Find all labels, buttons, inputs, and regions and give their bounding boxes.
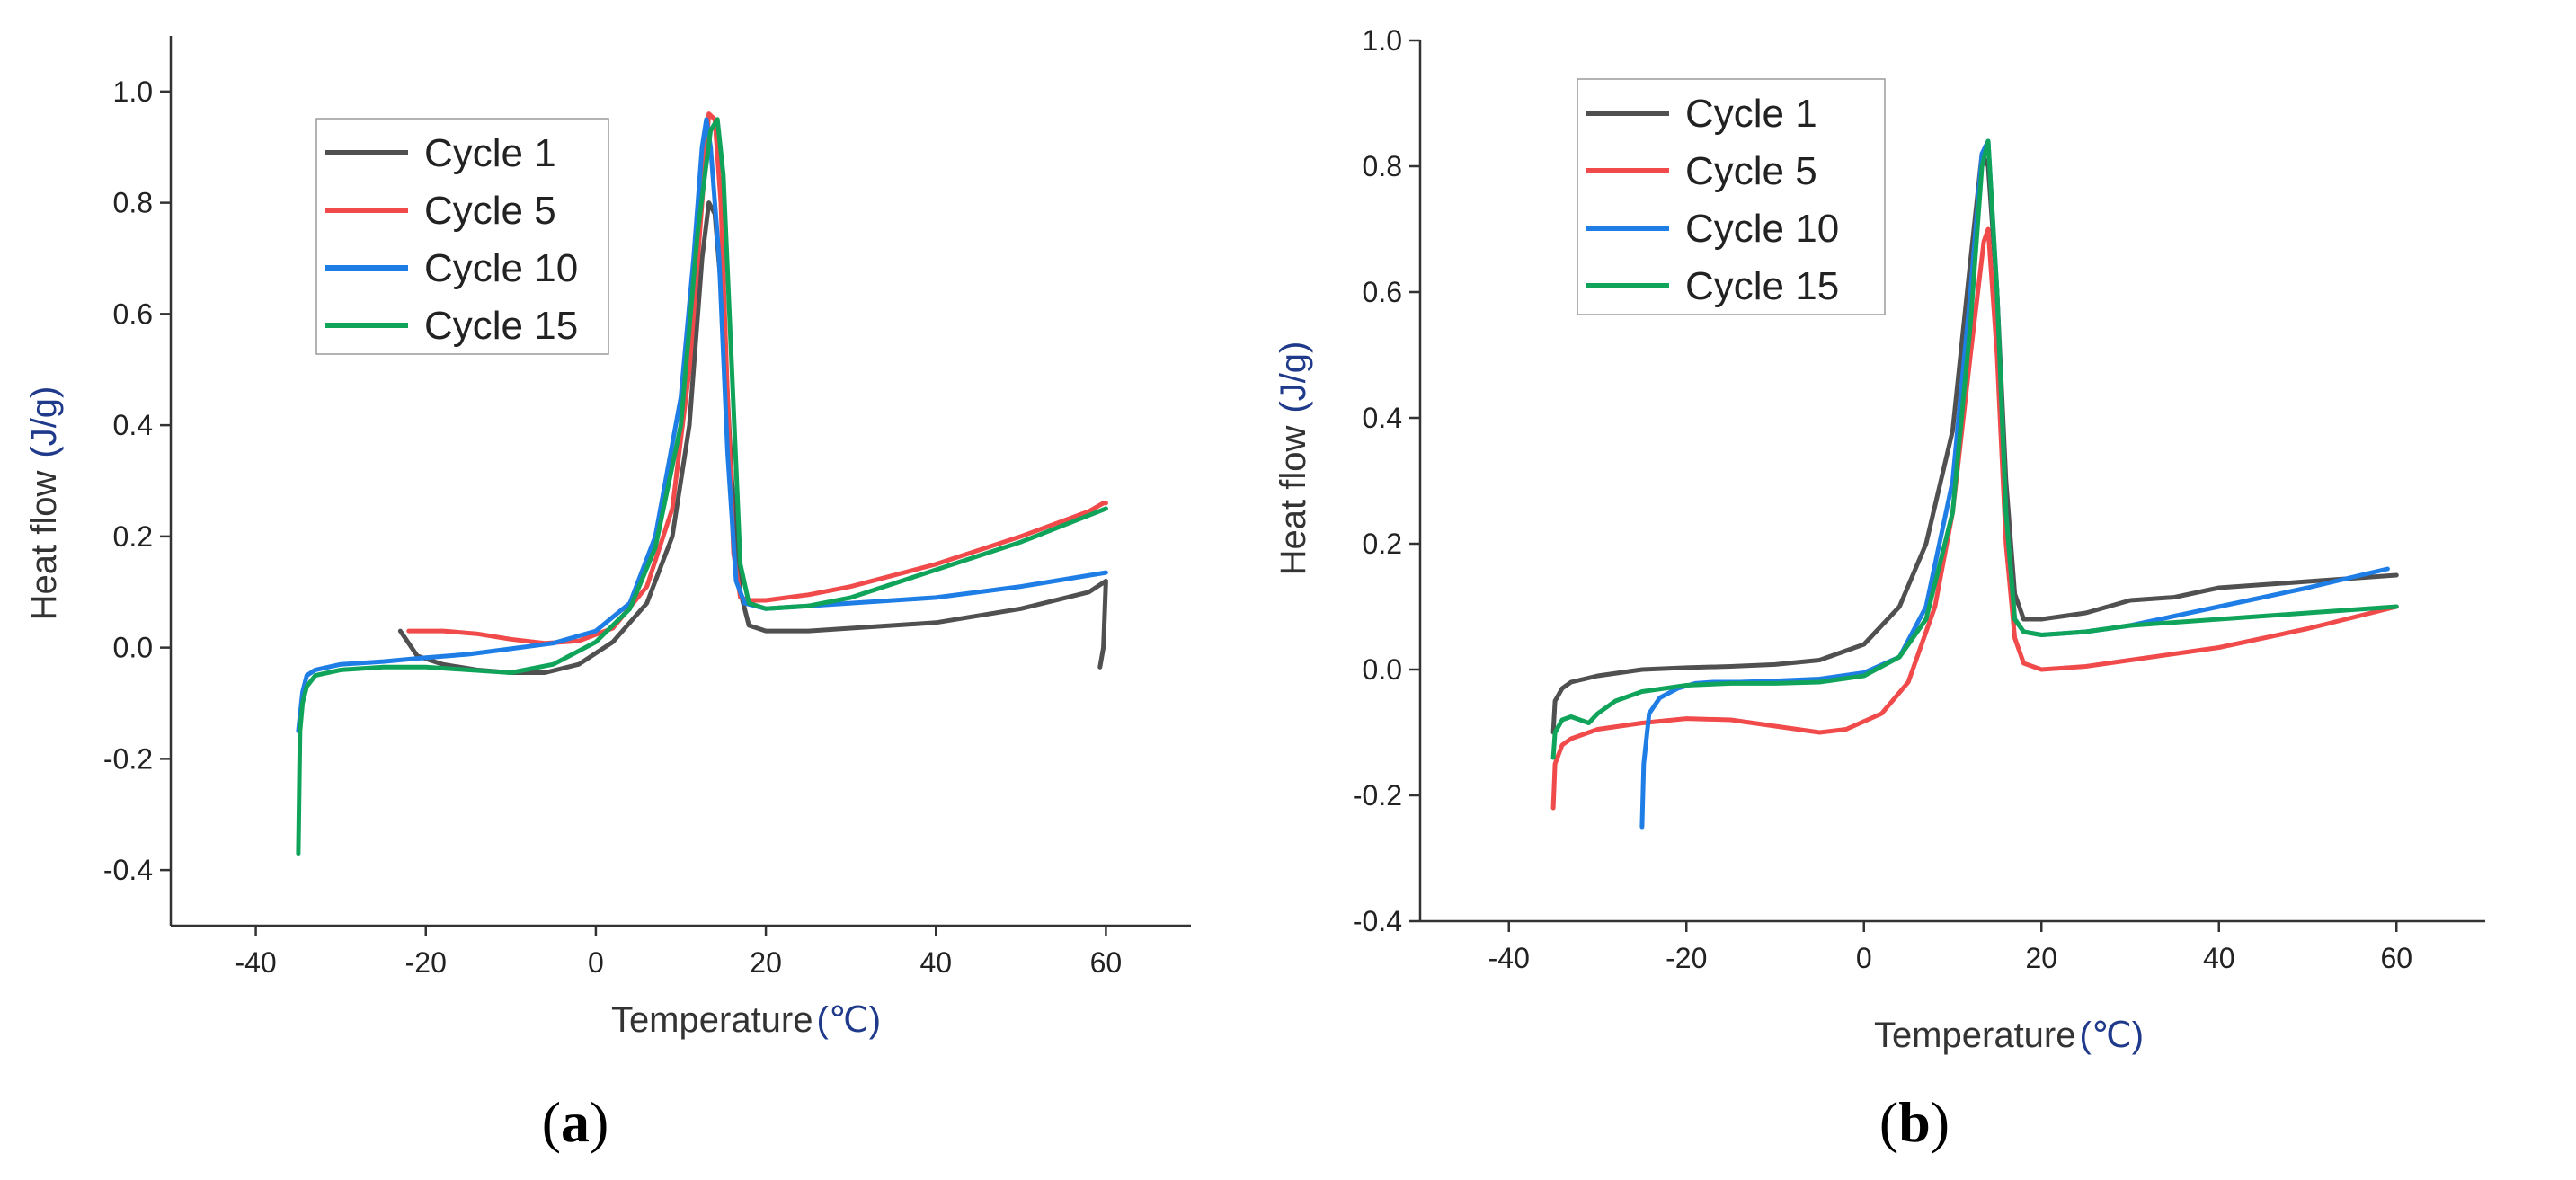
panel-b-y-tick-label: -0.2: [1353, 779, 1402, 812]
panel-b-x-tick-label: -20: [1666, 942, 1707, 974]
panel-b-legend-box: [1577, 78, 1886, 315]
panel-a-series-cycle-15: [296, 117, 1108, 856]
panel-a-y-axis-title: Heat flow(J/g): [24, 386, 64, 621]
panel-a-plot-area: [296, 111, 1108, 856]
panel-a: -40 -20 0 20 40 60-0.4-0.20.00.20.40.60.81.0 …: [24, 36, 1191, 1154]
panel-a-legend-box: [315, 118, 609, 355]
panel-b-y-tick-label: 0.4: [1363, 402, 1402, 434]
panel-b: -40 -20 0 20 40 60-0.4-0.20.00.20.40.60.81.0 …: [1274, 24, 2485, 1154]
panel-a-y-tick-label: -0.4: [103, 854, 153, 886]
panel-b-plot-area: [1550, 138, 2399, 830]
panel-a-y-tick-label: 0.6: [113, 297, 153, 330]
panel-b-legend-label-cycle-15: Cycle 15: [1685, 264, 1839, 308]
panel-b-label: (b): [1879, 1090, 1950, 1154]
panel-b-legend-label-cycle-10: Cycle 10: [1685, 207, 1839, 251]
panel-a-legend-label-cycle-5: Cycle 5: [424, 189, 556, 233]
panel-b-y-tick-label: -0.4: [1353, 905, 1402, 937]
panel-b-x-tick-label: 40: [2203, 942, 2235, 974]
panel-a-legend-label-cycle-1: Cycle 1: [424, 131, 556, 175]
panel-a-legend-label-cycle-15: Cycle 15: [424, 304, 578, 348]
panel-b-legend-label-cycle-5: Cycle 5: [1685, 149, 1817, 193]
panel-b-y-tick-label: 1.0: [1363, 24, 1402, 57]
panel-b-axes: [1418, 40, 2485, 923]
panel-a-label: (a): [542, 1090, 609, 1154]
panel-a-x-tick-label: 20: [750, 946, 782, 979]
panel-b-x-axis-title: Temperature (℃): [1874, 1016, 2144, 1055]
panel-a-x-tick-label: 40: [919, 946, 952, 979]
panel-a-x-axis-title: Temperature (℃): [611, 1000, 881, 1040]
panel-b-x-tick-label: -40: [1488, 942, 1530, 974]
panel-b-legend-label-cycle-1: Cycle 1: [1685, 92, 1817, 136]
panel-a-y-tick-label: 0.4: [113, 409, 153, 441]
panel-b-y-tick-label: 0.8: [1363, 150, 1402, 182]
panel-b-y-tick-label: 0.6: [1363, 276, 1402, 308]
panel-a-y-tick-label: -0.2: [103, 742, 153, 775]
panel-a-x-tick-label: -20: [405, 946, 447, 979]
panel-a-axes: [169, 36, 1191, 927]
panel-a-x-tick-label: 60: [1090, 946, 1123, 979]
panel-a-y-tick-label: 0.8: [113, 187, 153, 219]
panel-a-legend-label-cycle-10: Cycle 10: [424, 246, 578, 290]
panel-a-y-tick-label: 0.0: [113, 632, 153, 664]
panel-b-y-axis-title: Heat flow(J/g): [1274, 342, 1313, 576]
panel-b-series-cycle-5: [1550, 226, 2399, 811]
panel-b-ticks: -40 -20 0 20 40 60 -0.4 -0.2 0.0 0.2 0.4 0.6 0.8 1.0: [1353, 24, 2412, 974]
panel-b-x-tick-label: 20: [2025, 942, 2057, 974]
panel-b-series-cycle-15: [1550, 138, 2399, 760]
panel-a-y-tick-label: 0.2: [113, 520, 153, 553]
panel-b-x-tick-label: 60: [2380, 942, 2412, 974]
panel-a-x-tick-label: 0: [588, 946, 604, 979]
panel-b-y-tick-label: 0.0: [1363, 653, 1402, 686]
panel-b-y-tick-label: 0.2: [1363, 528, 1402, 560]
panel-a-ticks: -40 -20 0 20 40 60 -0.4 -0.2 0.0 0.2 0.4 0.6 0.8 1.0: [103, 75, 1122, 979]
panel-b-x-tick-label: 0: [1856, 942, 1872, 974]
panel-a-legend: Cycle 1 Cycle 5 Cycle 10 Cycle 15: [315, 118, 609, 355]
panel-a-x-tick-label: -40: [235, 946, 276, 979]
panel-a-y-tick-label: 1.0: [113, 75, 153, 108]
panel-b-legend: Cycle 1 Cycle 5 Cycle 10 Cycle 15: [1577, 78, 1886, 315]
